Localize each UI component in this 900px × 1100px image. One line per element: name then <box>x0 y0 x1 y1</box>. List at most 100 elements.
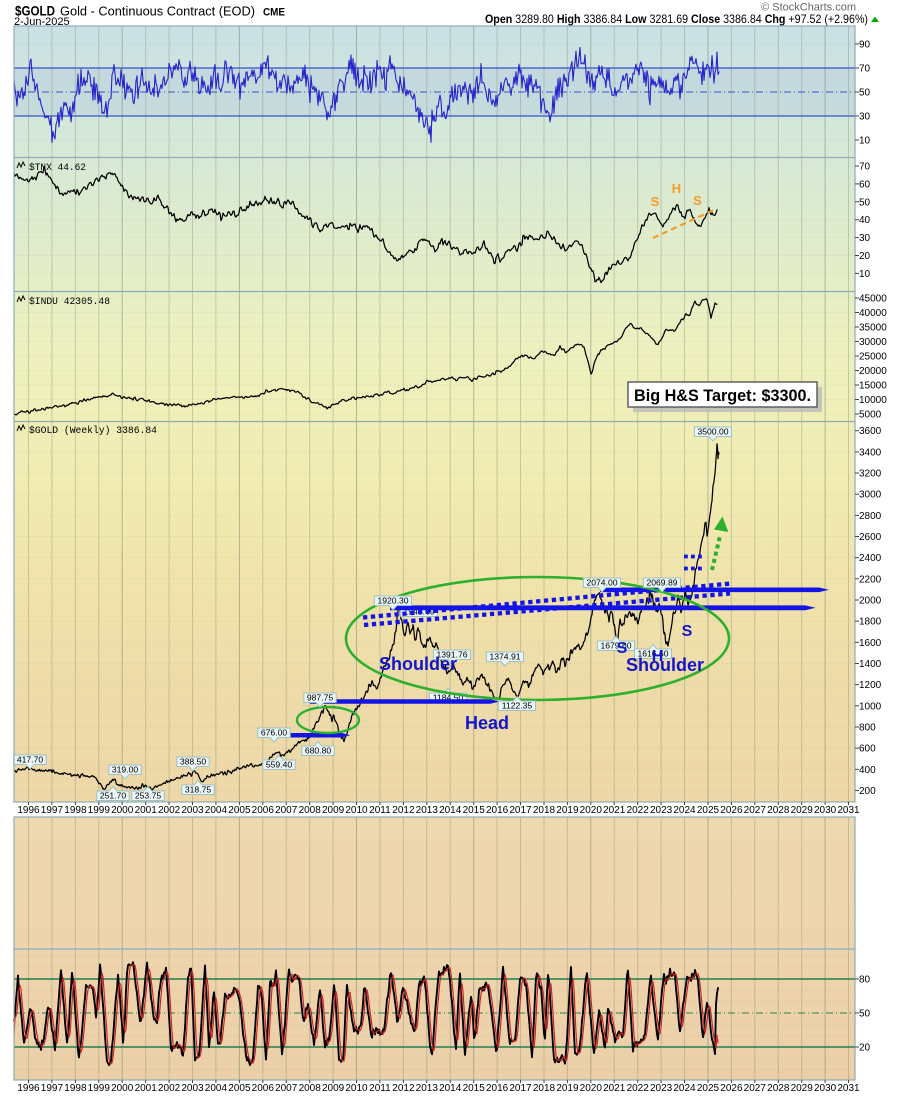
svg-text:1184.50: 1184.50 <box>433 692 464 702</box>
svg-text:$TNX 44.62: $TNX 44.62 <box>29 162 86 174</box>
svg-text:1679.60: 1679.60 <box>600 640 631 650</box>
svg-text:2012: 2012 <box>392 805 415 816</box>
svg-text:2023: 2023 <box>650 1083 673 1094</box>
svg-text:2030: 2030 <box>814 1083 837 1094</box>
svg-text:60: 60 <box>859 179 871 190</box>
svg-text:© StockCharts.com: © StockCharts.com <box>761 2 856 14</box>
svg-text:S: S <box>651 194 660 209</box>
svg-text:2001: 2001 <box>135 1083 158 1094</box>
svg-text:2004: 2004 <box>205 1083 228 1094</box>
svg-text:1998: 1998 <box>64 1083 87 1094</box>
svg-text:3000: 3000 <box>859 490 882 501</box>
svg-text:40: 40 <box>859 215 871 226</box>
svg-text:1600: 1600 <box>859 638 882 649</box>
svg-text:1616.60: 1616.60 <box>637 648 668 658</box>
svg-text:2008: 2008 <box>299 1083 322 1094</box>
svg-text:30: 30 <box>859 112 871 123</box>
svg-text:400: 400 <box>859 765 876 776</box>
svg-text:2600: 2600 <box>859 532 882 543</box>
svg-text:Open 3289.80 High 3386.84 Low: Open 3289.80 High 3386.84 Low 3281.69 Cl… <box>485 12 868 26</box>
svg-text:676.00: 676.00 <box>261 727 288 737</box>
svg-text:2022: 2022 <box>627 1083 650 1094</box>
svg-text:1800: 1800 <box>859 617 882 628</box>
svg-text:Shoulder: Shoulder <box>379 654 457 674</box>
svg-text:1999: 1999 <box>88 805 111 816</box>
svg-text:20: 20 <box>859 1043 871 1054</box>
svg-text:2005: 2005 <box>228 1083 251 1094</box>
svg-text:800: 800 <box>859 723 876 734</box>
svg-text:559.40: 559.40 <box>266 759 293 769</box>
svg-text:2003: 2003 <box>181 805 204 816</box>
svg-text:2025: 2025 <box>697 805 720 816</box>
svg-text:2007: 2007 <box>275 1083 298 1094</box>
svg-text:1997: 1997 <box>41 1083 64 1094</box>
svg-text:2026: 2026 <box>720 805 743 816</box>
svg-text:2016: 2016 <box>486 805 509 816</box>
svg-text:2028: 2028 <box>767 805 790 816</box>
svg-text:2007: 2007 <box>275 805 298 816</box>
svg-text:70: 70 <box>859 64 871 75</box>
svg-text:2022: 2022 <box>627 805 650 816</box>
svg-text:3400: 3400 <box>859 447 882 458</box>
svg-text:2009: 2009 <box>322 1083 345 1094</box>
svg-text:1999: 1999 <box>88 1083 111 1094</box>
svg-text:Big H&S Target: $3300.: Big H&S Target: $3300. <box>634 386 811 405</box>
svg-text:253.75: 253.75 <box>135 790 162 800</box>
svg-text:S: S <box>617 640 628 657</box>
svg-text:2000: 2000 <box>111 805 134 816</box>
svg-text:1997: 1997 <box>41 805 64 816</box>
svg-text:2018: 2018 <box>533 1083 556 1094</box>
svg-text:10: 10 <box>859 136 871 147</box>
svg-text:2031: 2031 <box>837 1083 860 1094</box>
svg-text:2017: 2017 <box>509 1083 532 1094</box>
svg-text:2015: 2015 <box>463 805 486 816</box>
svg-text:1000: 1000 <box>859 701 882 712</box>
svg-text:388.50: 388.50 <box>180 756 207 766</box>
svg-text:2029: 2029 <box>791 1083 814 1094</box>
svg-text:1996: 1996 <box>17 805 40 816</box>
svg-text:2074.00: 2074.00 <box>586 577 617 587</box>
svg-text:2069.89: 2069.89 <box>646 577 677 587</box>
svg-text:$GOLD: $GOLD <box>15 3 55 19</box>
svg-text:50: 50 <box>859 197 871 208</box>
svg-text:1200: 1200 <box>859 680 882 691</box>
svg-text:35000: 35000 <box>859 323 887 334</box>
svg-text:2027: 2027 <box>744 1083 767 1094</box>
svg-text:2014: 2014 <box>439 1083 462 1094</box>
svg-text:251.70: 251.70 <box>100 790 127 800</box>
svg-text:2023: 2023 <box>650 805 673 816</box>
svg-text:30: 30 <box>859 233 871 244</box>
svg-text:S: S <box>682 623 693 640</box>
svg-text:70: 70 <box>859 162 871 173</box>
svg-text:10: 10 <box>859 269 871 280</box>
svg-text:319.00: 319.00 <box>112 764 139 774</box>
svg-text:318.75: 318.75 <box>185 784 212 794</box>
svg-text:1996: 1996 <box>17 1083 40 1094</box>
svg-text:2015: 2015 <box>463 1083 486 1094</box>
svg-text:2020: 2020 <box>580 1083 603 1094</box>
svg-text:2020: 2020 <box>580 805 603 816</box>
svg-text:H: H <box>652 648 664 665</box>
svg-text:20000: 20000 <box>859 366 887 377</box>
svg-text:2200: 2200 <box>859 574 882 585</box>
svg-text:50: 50 <box>859 1009 871 1020</box>
svg-text:2012: 2012 <box>392 1083 415 1094</box>
svg-text:3200: 3200 <box>859 469 882 480</box>
svg-text:2019: 2019 <box>556 1083 579 1094</box>
svg-text:417.70: 417.70 <box>17 754 44 764</box>
svg-text:$INDU 42305.48: $INDU 42305.48 <box>29 296 110 308</box>
svg-text:15000: 15000 <box>859 381 887 392</box>
svg-text:20: 20 <box>859 251 871 262</box>
svg-text:2005: 2005 <box>228 805 251 816</box>
svg-text:2003: 2003 <box>181 1083 204 1094</box>
svg-text:5000: 5000 <box>859 410 882 421</box>
svg-text:90: 90 <box>859 40 871 51</box>
svg-text:2026: 2026 <box>720 1083 743 1094</box>
svg-text:50: 50 <box>859 88 871 99</box>
svg-text:2017: 2017 <box>509 805 532 816</box>
svg-text:2019: 2019 <box>556 805 579 816</box>
svg-text:2028: 2028 <box>767 1083 790 1094</box>
svg-text:200: 200 <box>859 786 876 797</box>
svg-text:$GOLD (Weekly) 3386.84: $GOLD (Weekly) 3386.84 <box>29 425 157 437</box>
svg-text:2030: 2030 <box>814 805 837 816</box>
